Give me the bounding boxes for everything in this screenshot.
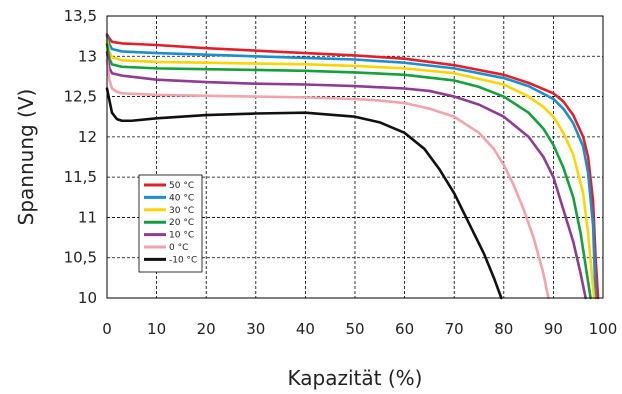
series-line-6 [105, 87, 503, 300]
x-tick-label: 50 [345, 320, 364, 338]
y-tick-label: 10,5 [64, 249, 97, 267]
x-tick-label: 10 [147, 320, 166, 338]
y-tick-label: 13,5 [64, 7, 97, 25]
x-tick-label: 40 [296, 320, 315, 338]
plot-frame [106, 15, 604, 299]
legend-label: 50 °C [169, 181, 194, 191]
x-tick-label: 80 [494, 320, 513, 338]
x-tick-label: 70 [445, 320, 464, 338]
series-line-4 [105, 50, 587, 300]
series-line-5 [105, 59, 550, 300]
y-tick-label: 12 [78, 128, 97, 146]
series-line-3 [105, 42, 592, 300]
x-tick-label: 0 [102, 320, 112, 338]
y-tick-label: 12,5 [64, 88, 97, 106]
x-axis-title: Kapazität (%) [288, 366, 423, 390]
x-tick-label: 20 [197, 320, 216, 338]
y-tick-label: 11 [78, 208, 97, 226]
legend-label: 0 °C [169, 243, 188, 253]
x-tick-label: 90 [544, 320, 563, 338]
x-tick-label: 60 [395, 320, 414, 338]
x-axis-ticks: 0 10 20 30 40 50 60 70 80 90 100 [102, 320, 617, 338]
legend: 50 °C 40 °C 30 °C 20 °C 10 °C 0 °C -10 °C [138, 174, 203, 273]
y-tick-label: 10 [78, 289, 97, 307]
legend-label: -10 °C [169, 255, 197, 265]
series-lines [105, 33, 600, 300]
series-line-1 [105, 34, 597, 300]
y-tick-label: 13 [78, 47, 97, 65]
legend-label: 10 °C [169, 231, 194, 241]
legend-label: 20 °C [169, 218, 194, 228]
series-line-0 [105, 33, 600, 300]
legend-label: 30 °C [169, 206, 194, 216]
x-tick-label: 30 [246, 320, 265, 338]
y-tick-label: 11,5 [64, 168, 97, 186]
legend-label: 40 °C [169, 193, 194, 203]
x-tick-label: 100 [589, 320, 618, 338]
y-axis-title: Spannung (V) [14, 89, 38, 226]
series-line-2 [105, 38, 596, 300]
y-axis-ticks: 10 10,5 11 11,5 12 12,5 13 13,5 [64, 7, 97, 307]
